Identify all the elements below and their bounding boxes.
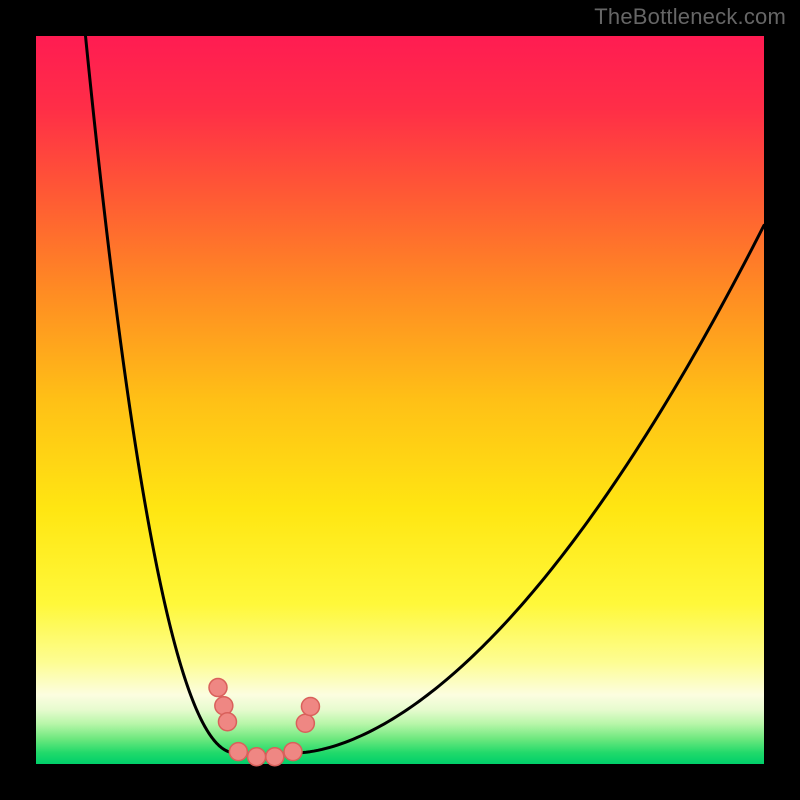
chart-svg (0, 0, 800, 800)
data-marker (248, 748, 266, 766)
data-marker (229, 743, 247, 761)
data-marker (209, 679, 227, 697)
data-marker (301, 697, 319, 715)
data-marker (266, 748, 284, 766)
plot-background (36, 36, 764, 764)
data-marker (215, 697, 233, 715)
data-marker (218, 713, 236, 731)
data-marker (296, 714, 314, 732)
watermark-text: TheBottleneck.com (594, 4, 786, 30)
stage: TheBottleneck.com (0, 0, 800, 800)
data-marker (284, 743, 302, 761)
